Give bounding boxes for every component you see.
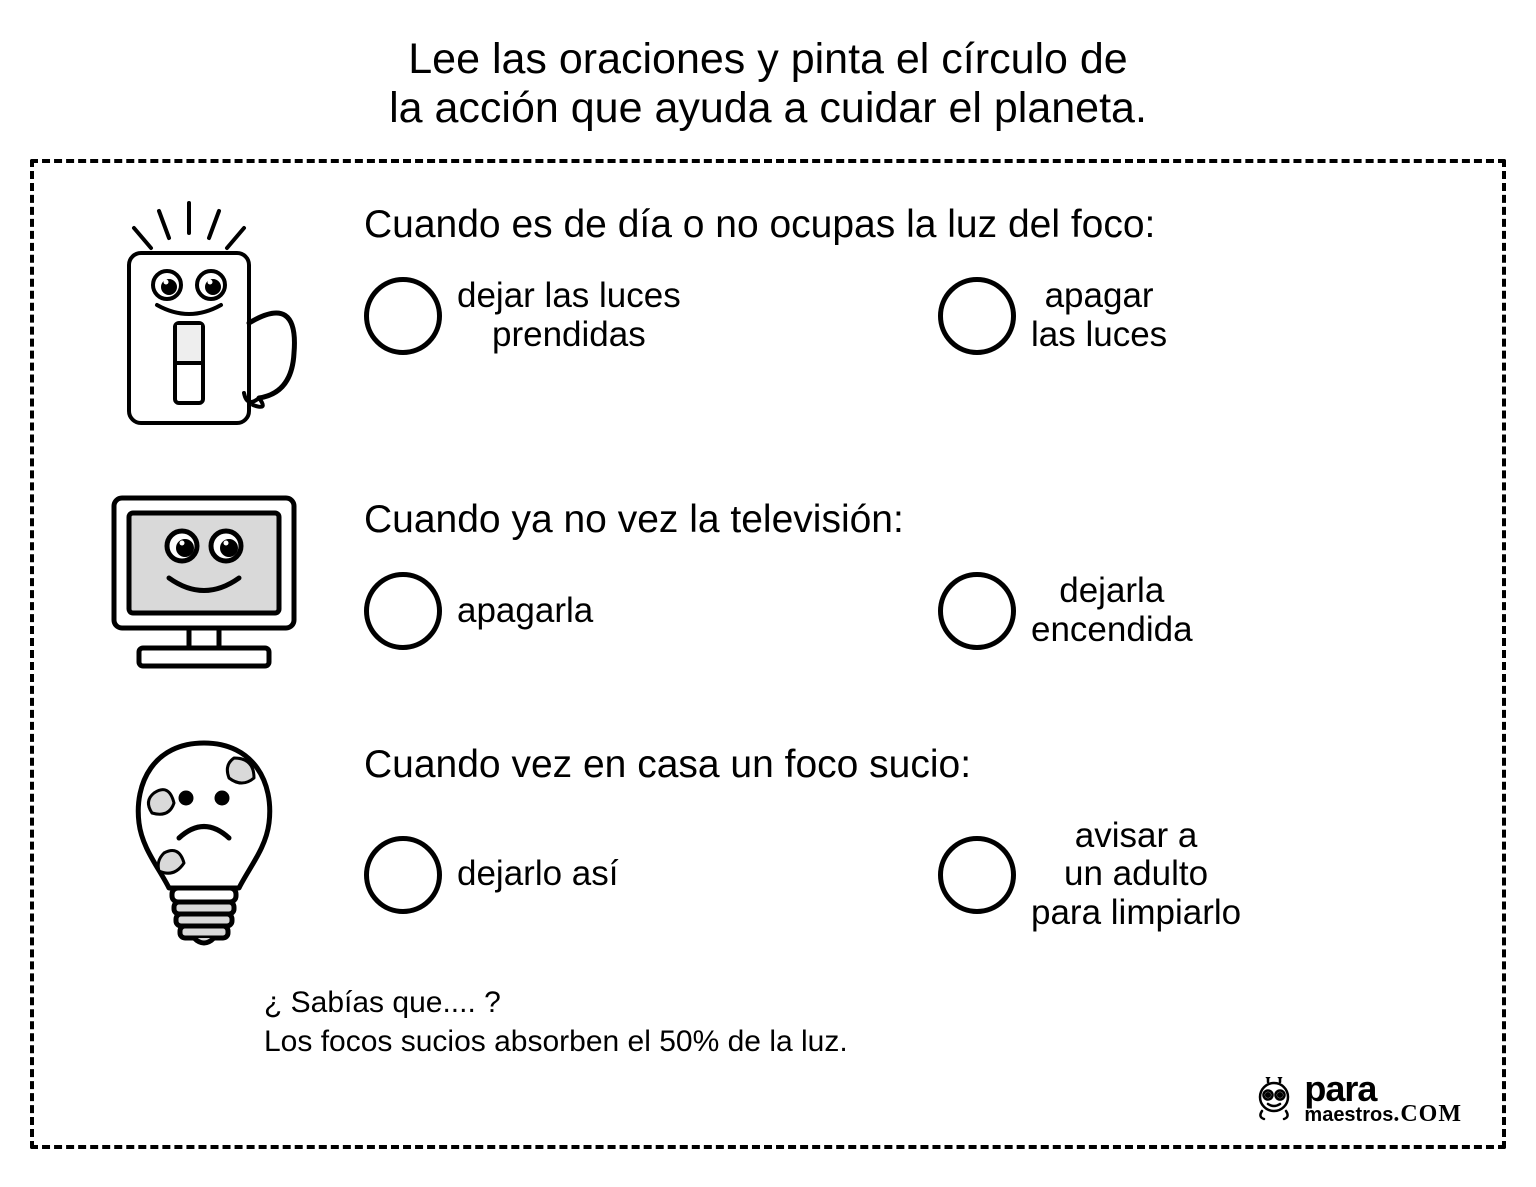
option-label: apagar las luces <box>1031 277 1167 354</box>
logo-line-1: para <box>1304 1068 1376 1109</box>
options-row: dejar las luces prendidas apagar las luc… <box>364 277 1472 355</box>
switch-icon <box>64 193 364 433</box>
question-row-1: Cuando es de día o no ocupas la luz del … <box>64 193 1472 433</box>
option-label: apagarla <box>457 592 593 631</box>
fact-question: ¿ Sabías que.... ? <box>264 986 501 1019</box>
title-line-1: Lee las oraciones y pinta el círculo de <box>408 35 1127 83</box>
option-b: dejarla encendida <box>938 572 1472 650</box>
option-circle[interactable] <box>938 572 1016 650</box>
option-a: dejar las luces prendidas <box>364 277 898 355</box>
logo-line-2: maestros <box>1304 1104 1393 1126</box>
option-circle[interactable] <box>938 836 1016 914</box>
logo-text: para maestros.COM <box>1304 1074 1462 1125</box>
tv-icon <box>64 488 364 678</box>
logo-mascot-icon <box>1252 1077 1296 1121</box>
prompt-text: Cuando vez en casa un foco sucio: <box>364 743 1472 787</box>
worksheet-page: Lee las oraciones y pinta el círculo de … <box>0 0 1536 1187</box>
fact-answer: Los focos sucios absorben el 50% de la l… <box>264 1025 848 1058</box>
option-a: dejarlo así <box>364 817 898 933</box>
option-circle[interactable] <box>364 572 442 650</box>
options-row: apagarla dejarla encendida <box>364 572 1472 650</box>
option-circle[interactable] <box>364 836 442 914</box>
page-title: Lee las oraciones y pinta el círculo de … <box>30 35 1506 134</box>
option-label: avisar a un adulto para limpiarlo <box>1031 817 1241 933</box>
prompt-text: Cuando es de día o no ocupas la luz del … <box>364 203 1472 247</box>
fact-block: ¿ Sabías que.... ? Los focos sucios abso… <box>264 983 1472 1061</box>
option-label: dejarlo así <box>457 855 618 894</box>
option-b: avisar a un adulto para limpiarlo <box>938 817 1472 933</box>
option-circle[interactable] <box>938 277 1016 355</box>
question-row-3: Cuando vez en casa un foco sucio: dejarl… <box>64 733 1472 953</box>
question-content-2: Cuando ya no vez la televisión: apagarla… <box>364 488 1472 650</box>
option-label: dejarla encendida <box>1031 572 1193 649</box>
options-row: dejarlo así avisar a un adulto para limp… <box>364 817 1472 933</box>
option-circle[interactable] <box>364 277 442 355</box>
logo-suffix: .COM <box>1393 1101 1462 1127</box>
title-line-2: la acción que ayuda a cuidar el planeta. <box>389 84 1147 132</box>
option-label: dejar las luces prendidas <box>457 277 681 354</box>
site-logo: para maestros.COM <box>1252 1074 1462 1125</box>
option-b: apagar las luces <box>938 277 1472 355</box>
question-row-2: Cuando ya no vez la televisión: apagarla… <box>64 488 1472 678</box>
question-content-1: Cuando es de día o no ocupas la luz del … <box>364 193 1472 355</box>
prompt-text: Cuando ya no vez la televisión: <box>364 498 1472 542</box>
question-content-3: Cuando vez en casa un foco sucio: dejarl… <box>364 733 1472 933</box>
activity-box: Cuando es de día o no ocupas la luz del … <box>30 159 1506 1149</box>
bulb-icon <box>64 733 364 953</box>
option-a: apagarla <box>364 572 898 650</box>
